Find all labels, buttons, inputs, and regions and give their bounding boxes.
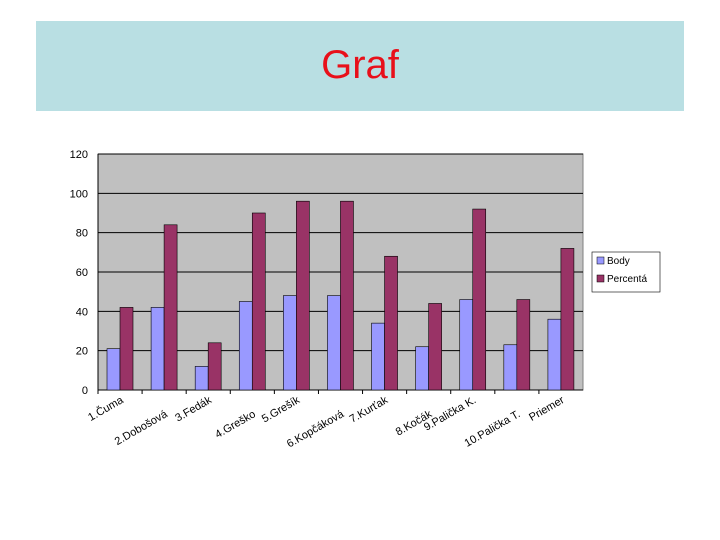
slide-title: Graf bbox=[321, 43, 399, 87]
category-label: 4.Greško bbox=[213, 408, 258, 441]
bar-body bbox=[106, 348, 121, 391]
bar-percent bbox=[384, 255, 398, 391]
bar-body bbox=[238, 301, 253, 391]
category-label: 2.Dobošová bbox=[113, 408, 171, 448]
y-tick-label: 80 bbox=[76, 228, 88, 240]
title-band: Graf bbox=[36, 21, 684, 111]
category-label: 3.Fedák bbox=[173, 394, 214, 425]
y-tick-label: 20 bbox=[76, 346, 88, 358]
bar-body bbox=[194, 366, 209, 391]
y-tick-label: 0 bbox=[82, 385, 88, 397]
legend-swatch bbox=[596, 256, 605, 265]
bar-body bbox=[283, 295, 297, 391]
bar-percent bbox=[296, 200, 310, 391]
bar-percent bbox=[163, 224, 178, 391]
bar-percent bbox=[516, 299, 531, 391]
bar-body bbox=[547, 318, 562, 391]
bar-body bbox=[150, 307, 165, 391]
category-label: 6.Kopčáková bbox=[285, 408, 347, 451]
legend-label: Percentá bbox=[607, 274, 647, 285]
y-tick-label: 40 bbox=[76, 306, 88, 318]
category-label: 7.Kurťak bbox=[348, 394, 391, 426]
bar-body bbox=[459, 299, 474, 391]
category-label: 1.Čuma bbox=[86, 393, 127, 424]
bar-body bbox=[371, 322, 385, 391]
bar-body bbox=[415, 346, 429, 391]
bar-percent bbox=[207, 342, 222, 391]
legend-label: Body bbox=[607, 256, 630, 267]
bar-percent bbox=[472, 208, 487, 391]
y-tick-label: 120 bbox=[70, 149, 88, 161]
legend-swatch bbox=[596, 274, 605, 283]
y-tick-label: 100 bbox=[70, 188, 88, 200]
bar-percent bbox=[428, 303, 442, 391]
bar-percent bbox=[119, 307, 134, 391]
bar-percent bbox=[251, 212, 266, 391]
category-label: 5.Grešík bbox=[260, 394, 302, 425]
bar-body bbox=[503, 344, 518, 391]
category-label: Priemer bbox=[527, 394, 567, 424]
bar-percent bbox=[560, 248, 575, 391]
y-tick-label: 60 bbox=[76, 267, 88, 279]
category-label: 10.Palička T. bbox=[463, 408, 523, 449]
bar-percent bbox=[340, 200, 354, 391]
bar-body bbox=[327, 295, 341, 391]
